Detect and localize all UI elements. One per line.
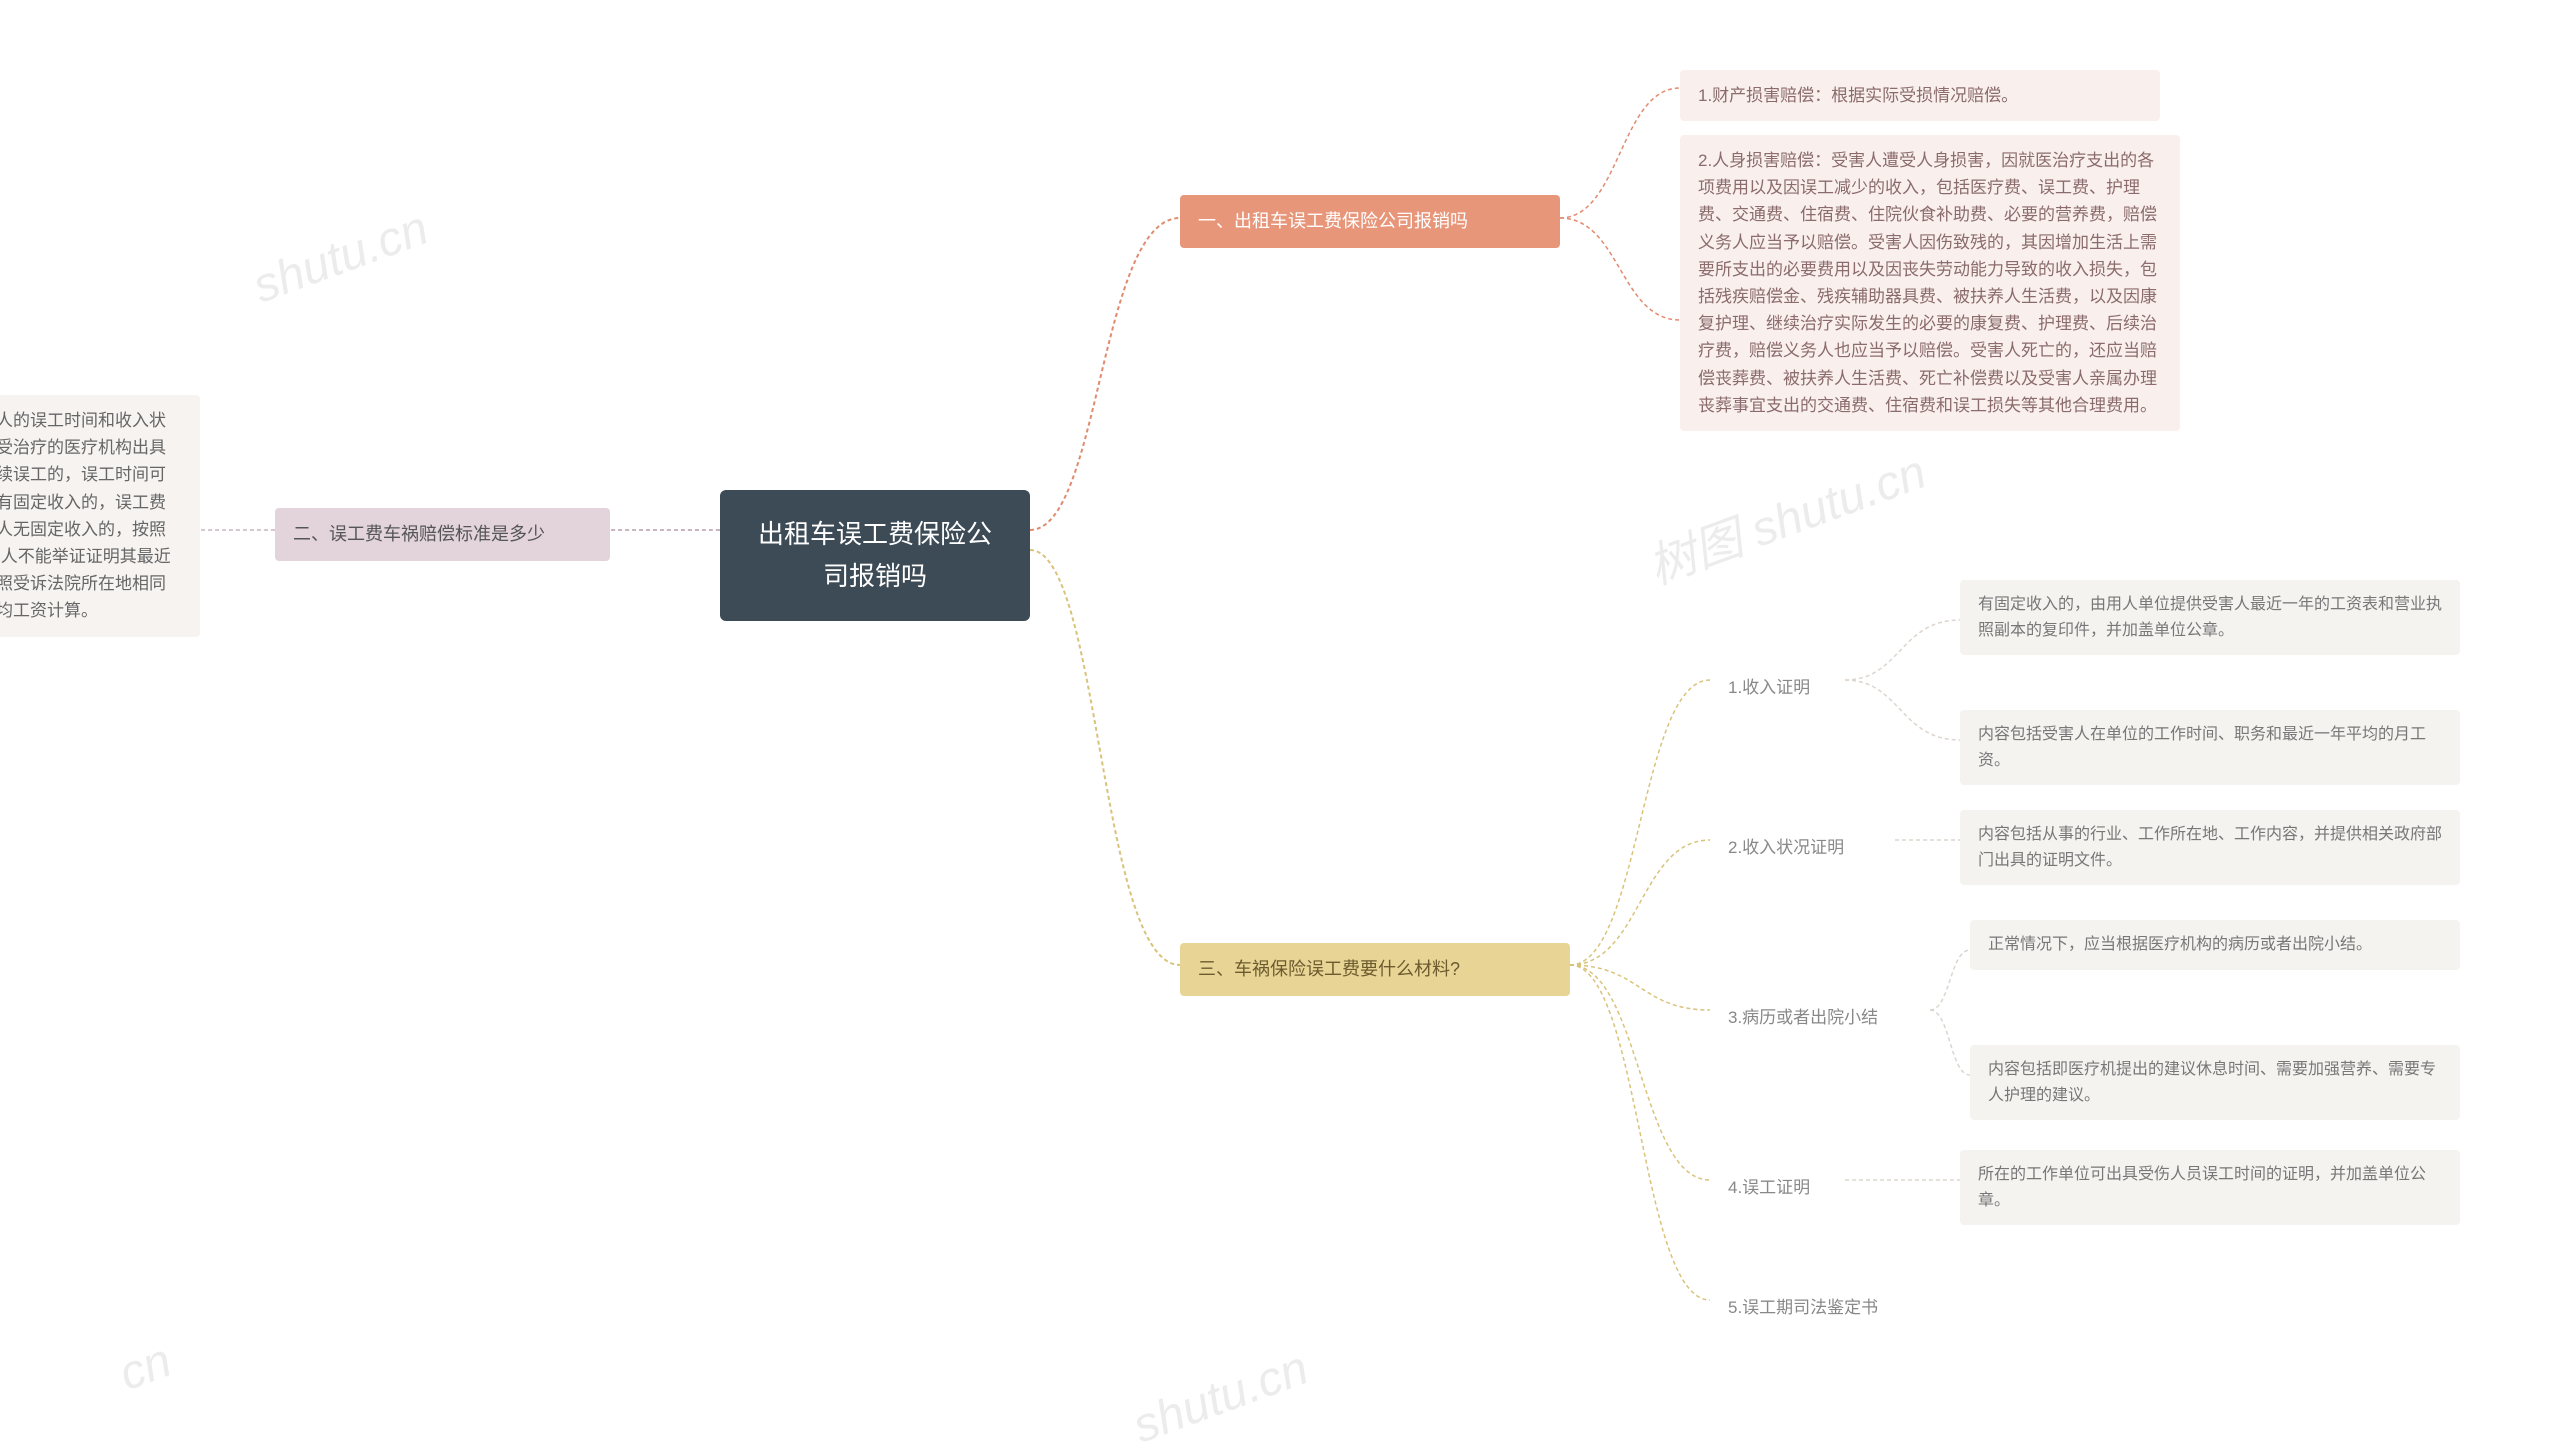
b3-child-3: 3.病历或者出院小结	[1710, 992, 1896, 1043]
watermark: shutu.cn	[1126, 1341, 1315, 1454]
b3c1-sub-a: 有固定收入的，由用人单位提供受害人最近一年的工资表和营业执照副本的复印件，并加盖…	[1960, 580, 2460, 655]
b3c4-label: 4.误工证明	[1728, 1178, 1810, 1197]
branch-1-child-1: 1.财产损害赔偿：根据实际受损情况赔偿。	[1680, 70, 2160, 121]
b3c1-sub-b: 内容包括受害人在单位的工作时间、职务和最近一年平均的月工资。	[1960, 710, 2460, 785]
b3c5-label: 5.误工期司法鉴定书	[1728, 1298, 1878, 1317]
center-text: 出租车误工费保险公司报销吗	[758, 519, 992, 591]
watermark: cn	[112, 1333, 178, 1402]
b3c3b-text: 内容包括即医疗机提出的建议休息时间、需要加强营养、需要专人护理的建议。	[1988, 1061, 2436, 1104]
branch-1: 一、出租车误工费保险公司报销吗	[1180, 195, 1560, 248]
branch-1-label: 一、出租车误工费保险公司报销吗	[1198, 211, 1468, 231]
b3c4a-text: 所在的工作单位可出具受伤人员误工时间的证明，并加盖单位公章。	[1978, 1166, 2426, 1209]
b3c3-sub-a: 正常情况下，应当根据医疗机构的病历或者出院小结。	[1970, 920, 2460, 970]
watermark: shutu.cn	[246, 201, 435, 315]
branch-2-child-1: 误工费车祸赔偿标准：根据受害人的误工时间和收入状况确定。误工时间根据受害人接受治…	[0, 395, 200, 637]
branch-3: 三、车祸保险误工费要什么材料?	[1180, 943, 1570, 996]
b3-child-4: 4.误工证明	[1710, 1162, 1828, 1213]
branch-2: 二、误工费车祸赔偿标准是多少	[275, 508, 610, 561]
b2c1-text: 误工费车祸赔偿标准：根据受害人的误工时间和收入状况确定。误工时间根据受害人接受治…	[0, 411, 171, 620]
branch-3-label: 三、车祸保险误工费要什么材料?	[1198, 959, 1460, 979]
b3-child-5: 5.误工期司法鉴定书	[1710, 1282, 1896, 1333]
b3c1b-text: 内容包括受害人在单位的工作时间、职务和最近一年平均的月工资。	[1978, 726, 2426, 769]
b3c3a-text: 正常情况下，应当根据医疗机构的病历或者出院小结。	[1988, 936, 2372, 953]
b3c3-sub-b: 内容包括即医疗机提出的建议休息时间、需要加强营养、需要专人护理的建议。	[1970, 1045, 2460, 1120]
b3c4-sub-a: 所在的工作单位可出具受伤人员误工时间的证明，并加盖单位公章。	[1960, 1150, 2460, 1225]
center-node: 出租车误工费保险公司报销吗	[720, 490, 1030, 621]
b3c2-sub-a: 内容包括从事的行业、工作所在地、工作内容，并提供相关政府部门出具的证明文件。	[1960, 810, 2460, 885]
branch-1-child-2: 2.人身损害赔偿：受害人遭受人身损害，因就医治疗支出的各项费用以及因误工减少的收…	[1680, 135, 2180, 431]
b3-child-2: 2.收入状况证明	[1710, 822, 1862, 873]
b3c3-label: 3.病历或者出院小结	[1728, 1008, 1878, 1027]
b3c2-label: 2.收入状况证明	[1728, 838, 1844, 857]
branch-2-label: 二、误工费车祸赔偿标准是多少	[293, 524, 545, 544]
b1c1-text: 1.财产损害赔偿：根据实际受损情况赔偿。	[1698, 86, 2018, 105]
b3-child-1: 1.收入证明	[1710, 662, 1828, 713]
b3c1-label: 1.收入证明	[1728, 678, 1810, 697]
b3c2a-text: 内容包括从事的行业、工作所在地、工作内容，并提供相关政府部门出具的证明文件。	[1978, 826, 2442, 869]
watermark: 树图 shutu.cn	[1637, 432, 1934, 597]
b1c2-text: 2.人身损害赔偿：受害人遭受人身损害，因就医治疗支出的各项费用以及因误工减少的收…	[1698, 151, 2157, 415]
b3c1a-text: 有固定收入的，由用人单位提供受害人最近一年的工资表和营业执照副本的复印件，并加盖…	[1978, 596, 2442, 639]
